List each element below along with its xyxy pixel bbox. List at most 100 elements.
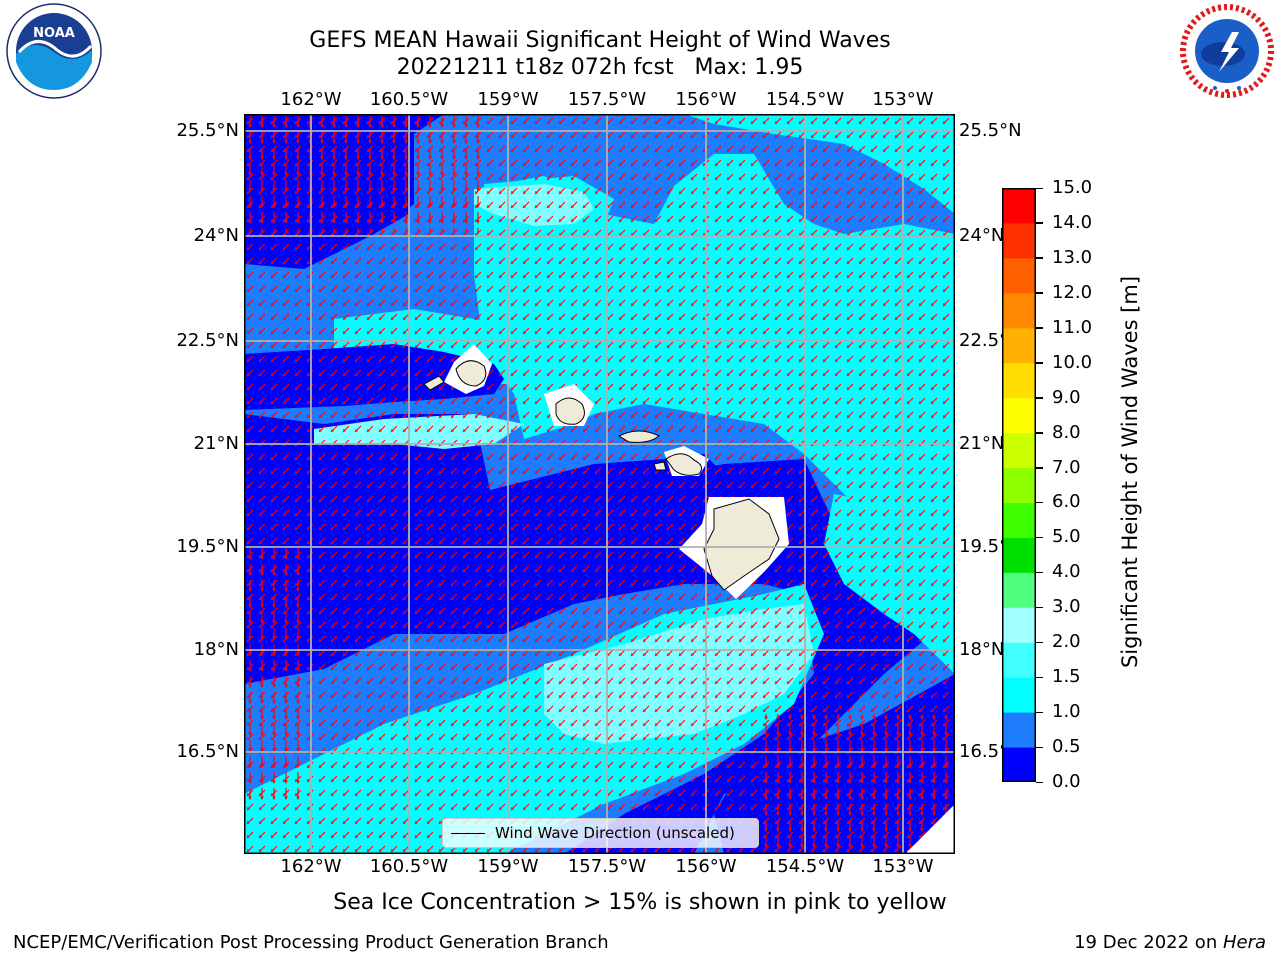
lon-tick-bottom: 159°W: [477, 856, 539, 877]
colorbar-label: Significant Height of Wind Waves [m]: [1118, 275, 1142, 669]
lon-tick-bottom: 160.5°W: [369, 856, 449, 877]
colorbar-tick-label: 6.0: [1052, 491, 1081, 513]
lon-tick-bottom: 162°W: [280, 856, 342, 877]
colorbar-segment: [1002, 502, 1036, 538]
lat-tick-left: 18°N: [193, 639, 239, 660]
legend-line-swatch: [451, 832, 485, 834]
colorbar-tick-label: 11.0: [1052, 316, 1093, 338]
lon-tick-top: 156°W: [675, 89, 737, 110]
lon-tick-bottom: 157.5°W: [567, 856, 647, 877]
colorbar-tick-mark: [1036, 571, 1043, 574]
colorbar-segment: [1002, 292, 1036, 329]
colorbar-segment: [1002, 747, 1036, 782]
colorbar-tick-mark: [1036, 467, 1043, 469]
wind-wave-direction-arrows-se: [764, 714, 955, 854]
wind-wave-direction-arrows-nw: [244, 114, 484, 234]
colorbar-tick-mark: [1036, 606, 1043, 609]
colorbar-tick-mark: [1036, 397, 1043, 399]
kauai-island: [455, 360, 487, 387]
colorbar-tick-label: 15.0: [1052, 177, 1093, 198]
colorbar-tick-label: 12.0: [1052, 281, 1093, 303]
lon-tick-bottom: 156°W: [675, 856, 737, 877]
colorbar-tick-label: 10.0: [1052, 351, 1093, 373]
colorbar-tick-mark: [1036, 536, 1043, 539]
maui-island: [665, 453, 703, 476]
colorbar-segment: [1002, 677, 1036, 713]
footer-machine: Hera: [1222, 932, 1266, 953]
colorbar-segment: [1002, 607, 1036, 643]
colorbar-tick-label: 14.0: [1052, 211, 1093, 233]
footer-date: 19 Dec 2022 on Hera: [1074, 932, 1266, 953]
colorbar-segment: [1002, 397, 1036, 434]
colorbar-tick-label: 1.0: [1052, 701, 1081, 723]
colorbar-segment: [1002, 362, 1036, 399]
map-graticule: [244, 114, 955, 854]
lat-tick-left: 19.5°N: [176, 536, 239, 557]
colorbar-segment: [1002, 537, 1036, 573]
footer-producer: NCEP/EMC/Verification Post Processing Pr…: [13, 932, 609, 953]
lat-tick-right: 24°N: [959, 225, 1005, 246]
colorbar-tick-label: 5.0: [1052, 526, 1081, 548]
molokai-island: [617, 430, 660, 443]
lat-tick-left: 25.5°N: [176, 120, 239, 141]
lat-tick-right: 18°N: [959, 639, 1005, 660]
colorbar-tick-label: 2.0: [1052, 631, 1081, 653]
colorbar-segment: [1002, 432, 1036, 469]
lanai-island: [653, 461, 667, 471]
colorbar-tick-mark: [1036, 641, 1043, 644]
lat-tick-left: 16.5°N: [176, 741, 239, 762]
noaa-logo-text: NOAA: [33, 26, 75, 41]
colorbar-tick-label: 13.0: [1052, 246, 1093, 268]
colorbar-segment: [1002, 642, 1036, 678]
colorbar-tick-mark: [1036, 676, 1043, 679]
hawaiian-islands: [423, 344, 789, 599]
lon-tick-bottom: 154.5°W: [765, 856, 845, 877]
lon-tick-top: 160.5°W: [369, 89, 449, 110]
colorbar-tick-mark: [1036, 187, 1043, 189]
colorbar-tick-mark: [1036, 711, 1043, 714]
wave-height-map: [244, 114, 955, 854]
colorbar-tick-mark: [1036, 746, 1043, 749]
colorbar-tick-label: 3.0: [1052, 596, 1081, 618]
colorbar-segment: [1002, 712, 1036, 748]
colorbar-tick-label: 7.0: [1052, 456, 1081, 478]
wind-wave-direction-arrows-w: [244, 544, 304, 804]
colorbar-tick-mark: [1036, 501, 1043, 504]
lon-tick-top: 153°W: [872, 89, 934, 110]
lon-tick-top: 157.5°W: [567, 89, 647, 110]
corner-mask: [905, 804, 955, 854]
colorbar-tick-mark: [1036, 362, 1043, 364]
colorbar-tick-label: 9.0: [1052, 386, 1081, 408]
noaa-logo: NOAA: [6, 3, 102, 99]
lon-tick-top: 159°W: [477, 89, 539, 110]
colorbar-tick-mark: [1036, 327, 1043, 329]
colorbar: [1002, 188, 1036, 782]
map-title-line1: GEFS MEAN Hawaii Significant Height of W…: [309, 28, 891, 53]
map-title-line2: 20221211 t18z 072h fcst Max: 1.95: [396, 55, 804, 80]
map-frame: [244, 114, 955, 854]
colorbar-tick-label: 0.0: [1052, 771, 1081, 792]
colorbar-tick-mark: [1036, 222, 1043, 224]
colorbar-segment: [1002, 467, 1036, 503]
lat-tick-left: 22.5°N: [176, 330, 239, 351]
legend-label: Wind Wave Direction (unscaled): [495, 824, 735, 842]
colorbar-tick-mark: [1036, 292, 1043, 294]
map-legend: Wind Wave Direction (unscaled): [442, 818, 759, 848]
lon-tick-top: 162°W: [280, 89, 342, 110]
colorbar-segment: [1002, 222, 1036, 259]
oahu-island: [555, 397, 585, 425]
colorbar-tick-mark: [1036, 781, 1043, 783]
colorbar-tick-label: 1.5: [1052, 666, 1081, 688]
big-island: [703, 498, 780, 591]
colorbar-segment: [1002, 257, 1036, 294]
colorbar-tick-label: 8.0: [1052, 421, 1081, 443]
nws-logo: [1180, 4, 1274, 98]
lat-tick-right: 21°N: [959, 433, 1005, 454]
colorbar-tick-mark: [1036, 432, 1043, 434]
colorbar-segment: [1002, 188, 1036, 224]
sea-ice-note: Sea Ice Concentration > 15% is shown in …: [333, 890, 947, 915]
colorbar-tick-label: 0.5: [1052, 736, 1081, 758]
lat-tick-left: 24°N: [193, 225, 239, 246]
lat-tick-right: 25.5°N: [959, 120, 1022, 141]
colorbar-tick-mark: [1036, 257, 1043, 259]
